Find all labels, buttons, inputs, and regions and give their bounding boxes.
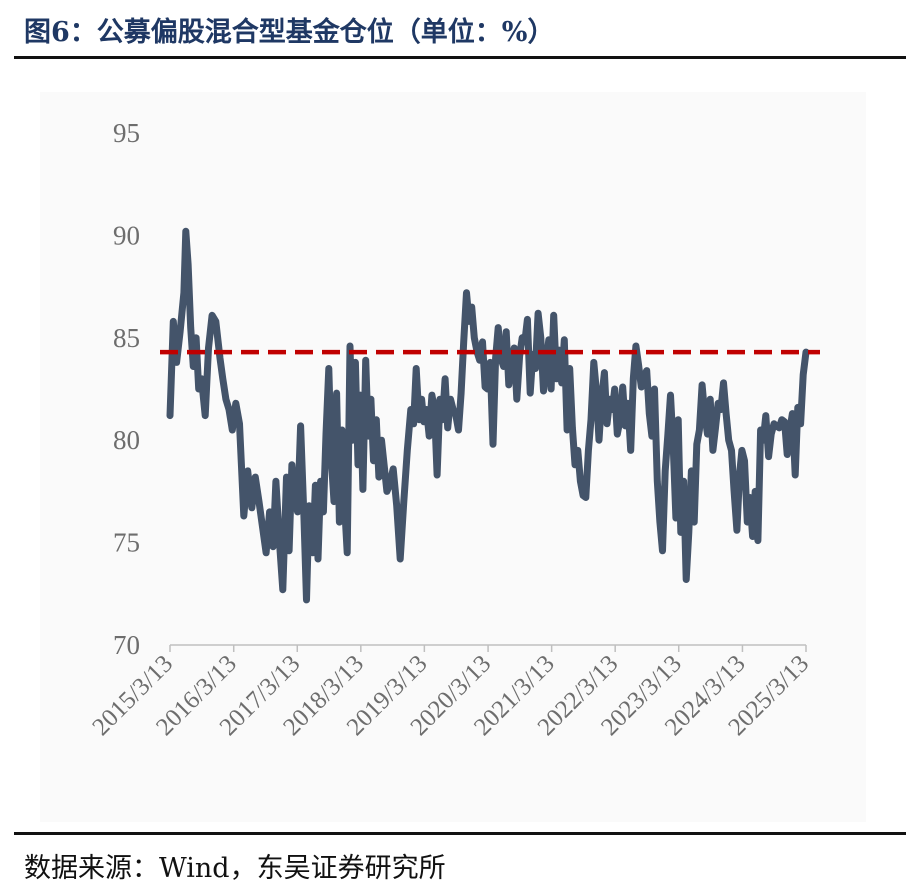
series-line [166, 227, 810, 604]
bottom-rule [14, 832, 906, 835]
plot-area [40, 92, 866, 822]
y-tick-label: 90 [113, 220, 140, 250]
y-tick-label: 75 [113, 528, 140, 558]
chart-title: 图6：公募偏股混合型基金仓位（单位：%） [24, 17, 555, 48]
source-note: 数据来源：Wind，东吴证券研究所 [24, 853, 446, 884]
series-layer [166, 227, 810, 604]
y-tick-label: 80 [113, 425, 140, 455]
axis-layer [169, 644, 807, 652]
y-tick-label: 70 [113, 630, 140, 660]
y-tick-label: 85 [113, 323, 140, 353]
top-rule [14, 56, 906, 59]
y-tick-label: 95 [113, 118, 140, 148]
